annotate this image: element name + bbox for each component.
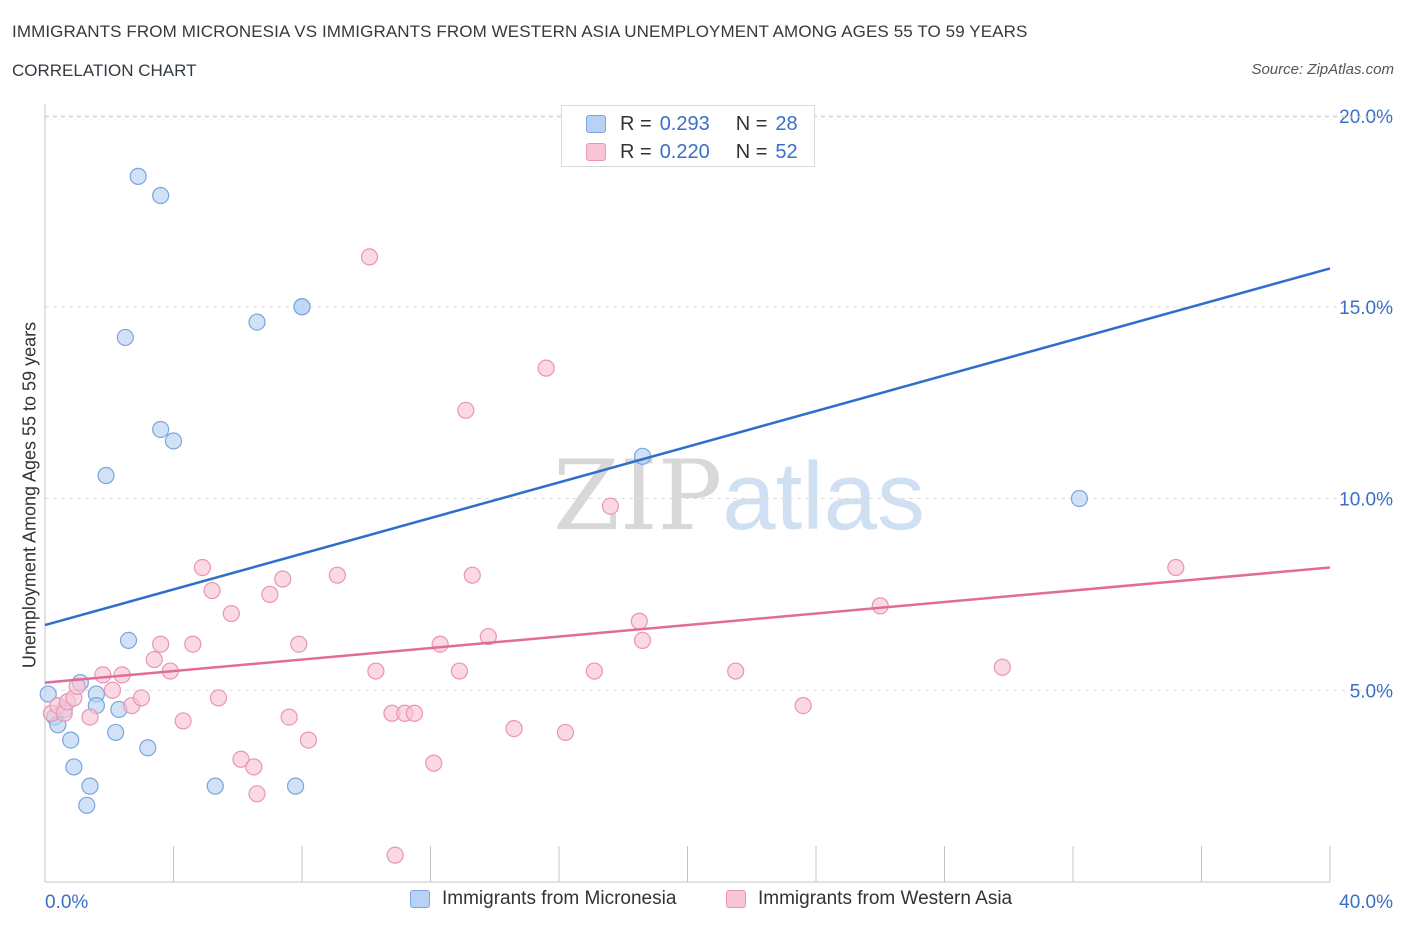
data-point-pink bbox=[1167, 558, 1185, 577]
r-value: 0.293 bbox=[659, 112, 710, 135]
r-label: R = bbox=[620, 140, 652, 163]
data-point-pink bbox=[431, 635, 449, 653]
n-label: N = bbox=[735, 140, 768, 163]
data-point-pink bbox=[290, 635, 308, 653]
n-value: 28 bbox=[775, 112, 798, 135]
r-label: R = bbox=[620, 112, 652, 135]
data-point-blue bbox=[65, 758, 83, 776]
data-point-blue bbox=[286, 777, 305, 795]
data-point-pink bbox=[274, 570, 292, 588]
stats-legend: R = 0.293 N = 28 R = 0.220 N = 52 bbox=[561, 105, 815, 167]
series-legend-label: Immigrants from Western Asia bbox=[758, 888, 1013, 909]
x-tick-label: 0.0% bbox=[45, 892, 88, 913]
legend-swatch-pink bbox=[726, 890, 746, 908]
r-value: 0.220 bbox=[659, 140, 710, 163]
data-point-pink bbox=[993, 658, 1011, 676]
data-point-blue bbox=[78, 796, 96, 814]
data-point-blue bbox=[139, 739, 157, 757]
data-point-blue bbox=[81, 777, 99, 795]
data-point-blue bbox=[248, 313, 266, 331]
data-point-pink bbox=[261, 585, 279, 603]
data-point-pink bbox=[248, 785, 266, 803]
data-point-pink bbox=[537, 359, 555, 377]
data-point-pink bbox=[601, 497, 620, 515]
data-point-blue bbox=[97, 466, 115, 485]
data-point-pink bbox=[68, 677, 86, 696]
legend-swatch-pink bbox=[586, 143, 606, 161]
y-tick-label: 5.0% bbox=[1350, 681, 1393, 702]
data-point-pink bbox=[152, 635, 170, 653]
data-point-pink bbox=[405, 704, 424, 722]
data-point-blue bbox=[1070, 489, 1089, 508]
data-point-pink bbox=[94, 666, 112, 684]
data-point-pink bbox=[505, 719, 523, 738]
data-point-pink bbox=[203, 581, 221, 600]
data-point-blue bbox=[39, 685, 57, 703]
data-point-pink bbox=[280, 708, 298, 726]
legend-swatch-blue bbox=[410, 890, 430, 908]
series-legend-western-asia[interactable]: Immigrants from Western Asia bbox=[726, 888, 1012, 910]
n-label: N = bbox=[735, 112, 768, 135]
data-point-pink bbox=[328, 566, 346, 584]
n-value: 52 bbox=[775, 140, 798, 163]
data-point-pink bbox=[425, 754, 443, 772]
data-point-pink bbox=[479, 627, 497, 646]
data-point-blue bbox=[206, 777, 224, 795]
data-point-pink bbox=[457, 401, 475, 419]
data-point-pink bbox=[209, 689, 228, 707]
trend-line-blue bbox=[44, 267, 1331, 627]
data-point-blue bbox=[293, 298, 311, 316]
data-point-pink bbox=[132, 689, 150, 707]
stats-legend-row-micronesia: R = 0.293 N = 28 bbox=[586, 112, 798, 136]
data-point-pink bbox=[184, 635, 202, 653]
data-point-blue bbox=[164, 432, 183, 450]
data-point-pink bbox=[386, 846, 404, 864]
data-point-pink bbox=[633, 631, 652, 649]
legend-swatch-blue bbox=[586, 115, 606, 133]
data-point-pink bbox=[299, 731, 318, 749]
data-point-pink bbox=[450, 662, 469, 680]
stats-legend-row-western-asia: R = 0.220 N = 52 bbox=[586, 140, 798, 164]
y-axis-label: Unemployment Among Ages 55 to 59 years bbox=[19, 321, 40, 669]
series-legend-label: Immigrants from Micronesia bbox=[442, 888, 677, 909]
data-point-pink bbox=[174, 712, 192, 730]
data-point-pink bbox=[585, 662, 603, 680]
data-point-blue bbox=[129, 167, 147, 185]
y-tick-label: 15.0% bbox=[1339, 298, 1393, 319]
data-point-pink bbox=[360, 248, 379, 266]
x-tick-label: 40.0% bbox=[1339, 892, 1393, 913]
y-tick-label: 10.0% bbox=[1339, 490, 1393, 511]
data-point-pink bbox=[193, 558, 212, 577]
data-point-blue bbox=[119, 631, 138, 649]
data-point-blue bbox=[107, 723, 125, 742]
data-point-pink bbox=[222, 604, 240, 623]
data-point-pink bbox=[463, 566, 481, 584]
data-point-pink bbox=[103, 681, 122, 699]
trend-line-pink bbox=[44, 566, 1331, 684]
data-point-blue bbox=[152, 186, 170, 205]
data-point-pink bbox=[81, 708, 99, 726]
chart-title: IMMIGRANTS FROM MICRONESIA VS IMMIGRANTS… bbox=[12, 22, 1028, 41]
data-point-pink bbox=[245, 758, 263, 776]
data-point-pink bbox=[232, 750, 250, 768]
data-point-blue bbox=[62, 731, 80, 749]
series-legend-micronesia[interactable]: Immigrants from Micronesia bbox=[410, 888, 676, 910]
series-legend: Immigrants from Micronesia Immigrants fr… bbox=[0, 888, 1406, 916]
data-point-pink bbox=[556, 723, 575, 742]
data-point-blue bbox=[116, 328, 134, 347]
data-point-blue bbox=[152, 420, 170, 439]
data-point-pink bbox=[367, 662, 385, 680]
data-point-pink bbox=[727, 662, 745, 680]
chart-subtitle: CORRELATION CHART bbox=[12, 61, 197, 80]
data-point-pink bbox=[630, 612, 648, 630]
data-point-pink bbox=[871, 597, 889, 615]
data-point-pink bbox=[145, 650, 163, 669]
data-point-pink bbox=[794, 696, 812, 715]
source-credit: Source: ZipAtlas.com bbox=[1251, 61, 1394, 78]
